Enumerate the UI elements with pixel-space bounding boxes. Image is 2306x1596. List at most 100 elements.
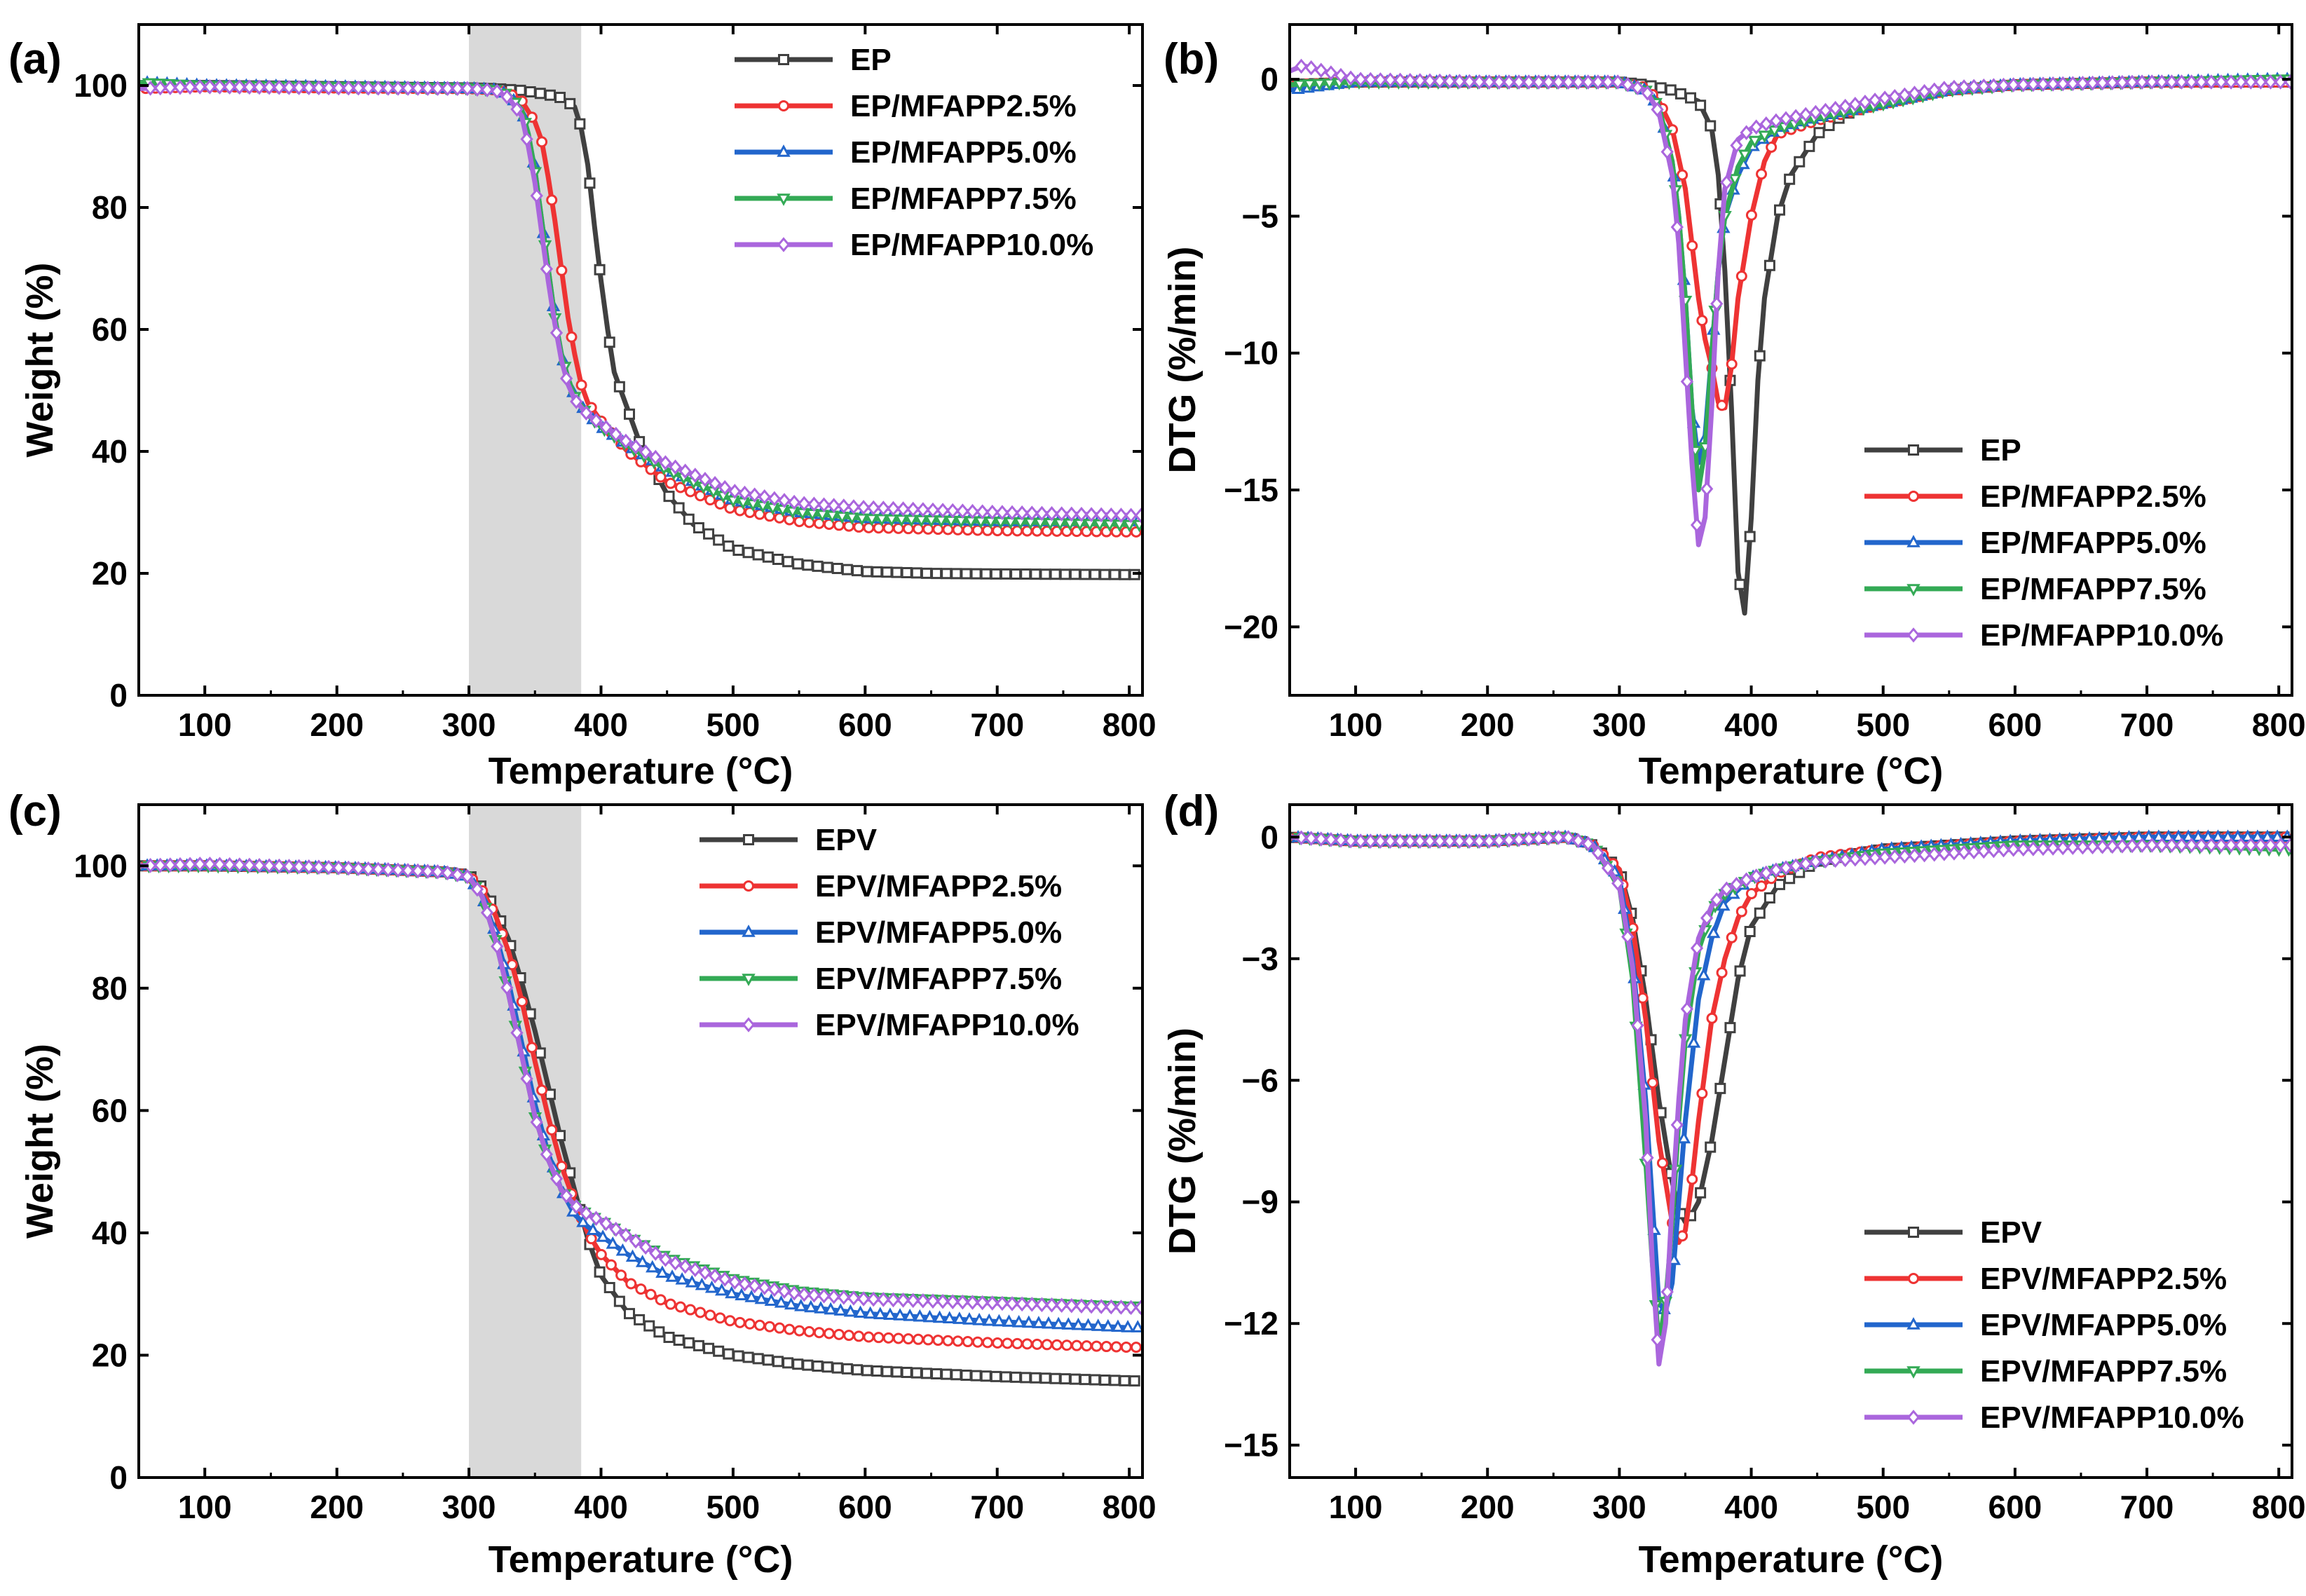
data-point	[1754, 907, 1766, 919]
data-point	[2096, 75, 2109, 91]
x-tick-label: 300	[442, 707, 496, 743]
data-point	[807, 1287, 821, 1303]
data-point	[764, 510, 776, 522]
data-point	[1045, 1297, 1058, 1313]
data-point	[772, 553, 784, 565]
data-point	[1651, 102, 1664, 118]
legend: EP EP/MFAPP2.5% EP/MFAPP5.0% EP/MFAPP7.5% EP…	[1864, 433, 2223, 653]
data-point	[470, 881, 484, 897]
data-point	[381, 81, 395, 96]
data-point	[678, 463, 692, 479]
data-point	[144, 858, 157, 873]
data-point	[1304, 831, 1318, 846]
legend-label: EP/MFAPP5.0%	[850, 135, 1077, 170]
data-point	[1670, 1117, 1684, 1133]
x-tick-label: 600	[1988, 707, 2042, 743]
data-point	[1670, 219, 1684, 235]
data-point	[1726, 358, 1738, 370]
data-point	[1030, 1372, 1042, 1384]
data-point	[1433, 833, 1447, 849]
data-point	[2175, 74, 2188, 90]
x-tick-label: 100	[178, 707, 232, 743]
legend-marker	[777, 144, 791, 157]
data-point	[1767, 125, 1782, 138]
legend-marker	[1906, 584, 1920, 596]
data-point	[777, 1283, 791, 1300]
data-point	[1099, 568, 1111, 580]
data-point	[649, 1246, 662, 1261]
data-point	[619, 433, 633, 449]
x-tick-label: 800	[1103, 707, 1157, 743]
data-point	[1730, 877, 1743, 892]
x-tick-label: 200	[1461, 707, 1515, 743]
data-point	[585, 1233, 597, 1245]
data-point	[1314, 62, 1328, 79]
series-line	[1290, 834, 2281, 1246]
data-point	[944, 515, 958, 528]
data-point	[931, 1367, 943, 1379]
data-point	[853, 1330, 865, 1342]
data-point	[1110, 1341, 1122, 1353]
legend-label: EP	[1980, 433, 2021, 468]
data-point	[744, 507, 756, 519]
data-point	[995, 505, 1009, 520]
data-point	[2264, 74, 2277, 90]
data-point	[1717, 898, 1731, 911]
data-point	[526, 1042, 538, 1053]
data-point	[695, 1277, 709, 1290]
data-point	[891, 566, 903, 578]
data-point	[980, 568, 992, 580]
data-point	[1473, 833, 1486, 849]
data-point	[863, 1306, 878, 1319]
data-point	[2195, 838, 2208, 853]
legend-marker	[777, 237, 791, 252]
data-point	[173, 79, 187, 95]
data-point	[599, 1215, 613, 1232]
data-point	[946, 503, 960, 519]
data-point	[1789, 858, 1803, 873]
panel-label: (d)	[1164, 787, 1219, 835]
data-point	[1099, 1374, 1111, 1386]
data-point	[704, 1309, 716, 1321]
data-point	[1779, 111, 1793, 127]
data-point	[615, 1269, 627, 1281]
data-point	[460, 81, 474, 97]
data-point	[1581, 835, 1595, 852]
data-point	[950, 1369, 962, 1381]
data-point	[1674, 88, 1686, 100]
data-point	[629, 1233, 643, 1249]
data-point	[2214, 838, 2228, 853]
data-point	[725, 1285, 739, 1299]
data-point	[855, 513, 869, 526]
data-point	[798, 496, 811, 512]
data-point	[812, 1360, 824, 1372]
data-point	[732, 544, 744, 556]
data-point	[2056, 840, 2070, 856]
data-point	[952, 1335, 964, 1347]
data-point	[885, 514, 899, 527]
legend-label: EPV/MFAPP2.5%	[815, 869, 1062, 903]
x-tick-label: 300	[1592, 707, 1646, 743]
data-point	[1977, 79, 1991, 94]
data-point	[2224, 74, 2238, 90]
data-point	[1690, 940, 1704, 956]
data-point	[1433, 73, 1447, 89]
data-point	[470, 81, 484, 97]
data-point	[792, 558, 804, 570]
data-point	[2017, 841, 2030, 857]
data-point	[910, 1367, 922, 1379]
legend-marker	[777, 193, 791, 206]
data-point	[1928, 846, 1941, 862]
chart-panel-d: 100 200 300 400 500 600 700 800 0 −3 −6 −9 −12 −15 Tem…	[1161, 787, 2306, 1581]
data-point	[1878, 90, 1892, 106]
data-point	[1745, 887, 1757, 899]
data-point	[1005, 1296, 1019, 1311]
data-point	[1011, 1337, 1023, 1349]
data-point	[1074, 507, 1089, 522]
y-tick-label: −3	[1242, 941, 1278, 977]
data-point	[802, 559, 814, 571]
data-point	[784, 514, 796, 526]
data-point	[802, 1359, 814, 1371]
data-point	[1728, 174, 1742, 186]
